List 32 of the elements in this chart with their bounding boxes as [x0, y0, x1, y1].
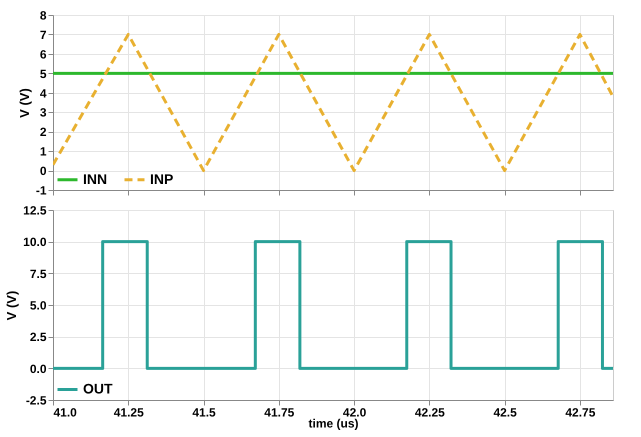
y-tick-label: 8: [40, 8, 47, 22]
y-tick-label: -2.5: [26, 394, 47, 408]
x-tick-label: 42.5: [493, 406, 518, 420]
x-axis-title: time (us): [308, 416, 359, 430]
y-tick-label: 10.0: [23, 235, 47, 250]
y-tick-label: 2.5: [30, 330, 47, 344]
x-tick-label: 42.0: [342, 406, 367, 420]
legend-label: OUT: [83, 380, 113, 396]
y-tick-label: 12.5: [23, 204, 47, 218]
y-tick-label: 0.0: [30, 362, 47, 376]
y-tick-label: 7: [40, 28, 47, 42]
x-tick-label: 41.0: [54, 406, 78, 420]
legend-label: INP: [150, 170, 174, 187]
y-tick-label: 2: [40, 125, 47, 140]
x-tick-label: 41.75: [264, 406, 295, 420]
y-tick-label: 5.0: [30, 298, 47, 312]
legend-label: INN: [83, 170, 108, 187]
x-tick-label: 41.5: [192, 406, 216, 420]
x-tick-label: 41.25: [114, 406, 144, 420]
y-tick-label: 3: [40, 106, 47, 120]
x-tick-label: 42.75: [565, 406, 596, 420]
y-axis-title: V (V): [16, 88, 32, 118]
y-tick-label: -1: [36, 184, 47, 198]
line-series: [53, 32, 613, 172]
x-tick-label: 42.25: [414, 406, 446, 420]
y-tick-label: 0: [40, 164, 47, 178]
y-tick-label: 6: [40, 47, 47, 62]
y-axis-title: V (V): [4, 290, 20, 320]
y-tick-label: 7.5: [30, 266, 47, 281]
y-tick-label: 1: [40, 144, 47, 159]
y-tick-label: 5: [40, 66, 47, 81]
y-tick-label: 4: [40, 86, 47, 100]
